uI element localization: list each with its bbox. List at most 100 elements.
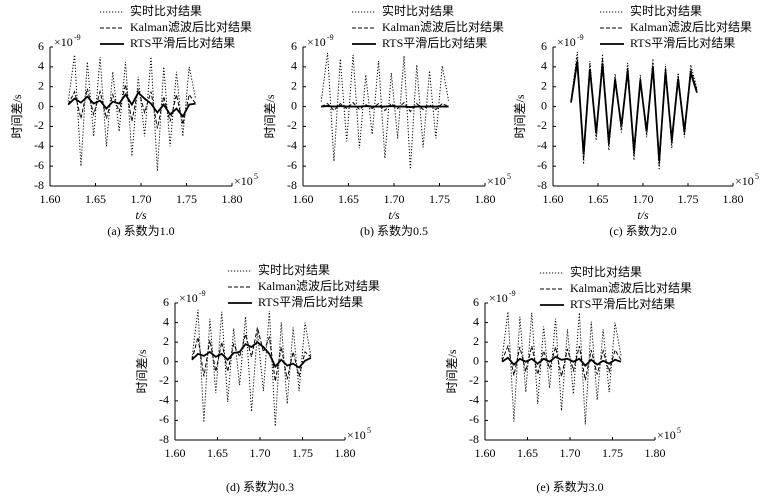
- series-line: [321, 105, 449, 108]
- y-tick-label: -2: [34, 118, 44, 132]
- legend-label: Kalman滤波后比对结果: [570, 281, 692, 295]
- y-tick-label: 0: [541, 98, 547, 112]
- y-tick-label: 2: [473, 334, 479, 348]
- x-tick-label: 1.65: [85, 192, 106, 206]
- y-axis-label: 时间差/s: [135, 349, 149, 393]
- x-tick-label: 1.65: [588, 192, 609, 206]
- x-tick-label: 1.75: [678, 192, 699, 206]
- x-tick-label: 1.75: [429, 192, 450, 206]
- series-line: [570, 61, 698, 162]
- series-line: [67, 84, 197, 129]
- y-tick-label: -4: [34, 138, 44, 152]
- y-tick-label: -8: [537, 178, 547, 192]
- legend-label: RTS平滑后比对结果: [258, 295, 363, 309]
- y-tick-label: -6: [469, 412, 479, 426]
- y-tick-label: -4: [469, 393, 479, 407]
- x-tick-label: 1.70: [633, 192, 654, 206]
- legend-label: RTS平滑后比对结果: [630, 36, 735, 50]
- y-multiplier: ×10: [179, 291, 198, 305]
- y-tick-label: -4: [159, 393, 169, 407]
- y-tick-label: -2: [537, 118, 547, 132]
- x-tick-label: 1.75: [176, 192, 197, 206]
- x-axis-label: t/s: [388, 208, 400, 222]
- y-tick-label: -6: [537, 158, 547, 172]
- x-tick-label: 1.70: [131, 192, 152, 206]
- y-tick-label: -2: [287, 118, 297, 132]
- y-tick-label: -8: [159, 432, 169, 446]
- caption: (d) 系数为0.3: [226, 479, 294, 494]
- series-line: [191, 327, 312, 382]
- caption: (b) 系数为0.5: [360, 223, 428, 238]
- y-tick-label: 6: [163, 295, 169, 309]
- y-tick-label: 4: [291, 59, 297, 73]
- caption: (e) 系数为3.0: [536, 479, 603, 494]
- y-tick-label: 4: [38, 59, 44, 73]
- x-power: 5: [254, 172, 258, 181]
- y-tick-label: 0: [38, 98, 44, 112]
- x-tick-label: 1.70: [250, 446, 271, 460]
- y-tick-label: 0: [163, 353, 169, 367]
- x-tick-label: 1.60: [543, 192, 564, 206]
- x-multiplier: ×10: [347, 428, 366, 442]
- y-power: -9: [577, 33, 584, 42]
- y-tick-label: 4: [163, 314, 169, 328]
- legend-label: Kalman滤波后比对结果: [630, 20, 752, 34]
- y-tick-label: -8: [469, 432, 479, 446]
- y-tick-label: 4: [473, 314, 479, 328]
- legend-label: RTS平滑后比对结果: [382, 36, 487, 50]
- y-tick-label: -8: [287, 178, 297, 192]
- y-tick-label: -4: [537, 138, 547, 152]
- x-power: 5: [755, 172, 759, 181]
- y-tick-label: 4: [541, 59, 547, 73]
- x-axis-label: t/s: [135, 208, 147, 222]
- x-tick-label: 1.60: [40, 192, 61, 206]
- y-tick-label: 6: [541, 39, 547, 53]
- series-line: [67, 91, 196, 119]
- series-line: [191, 309, 312, 427]
- y-tick-label: -8: [34, 178, 44, 192]
- caption: (a) 系数为1.0: [107, 223, 174, 238]
- y-axis-label: 时间差/s: [263, 94, 277, 138]
- x-tick-label: 1.75: [292, 446, 313, 460]
- legend-label: Kalman滤波后比对结果: [258, 279, 380, 293]
- x-multiplier: ×10: [735, 174, 754, 188]
- y-multiplier: ×10: [489, 291, 508, 305]
- x-axis-label: t/s: [637, 208, 649, 222]
- y-tick-label: 6: [291, 39, 297, 53]
- x-power: 5: [677, 426, 681, 435]
- y-multiplier: ×10: [307, 35, 326, 49]
- legend-label: 实时比对结果: [382, 3, 454, 18]
- x-tick-label: 1.65: [338, 192, 359, 206]
- y-tick-label: -6: [287, 158, 297, 172]
- x-power: 5: [507, 172, 511, 181]
- y-power: -9: [327, 33, 334, 42]
- x-tick-label: 1.80: [335, 446, 356, 460]
- y-axis-label: 时间差/s: [513, 94, 527, 138]
- legend-label: Kalman滤波后比对结果: [130, 20, 252, 34]
- legend-label: RTS平滑后比对结果: [130, 36, 235, 50]
- y-tick-label: 2: [541, 78, 547, 92]
- caption: (c) 系数为2.0: [609, 223, 676, 238]
- y-power: -9: [509, 289, 516, 298]
- legend-label: RTS平滑后比对结果: [570, 297, 675, 311]
- x-tick-label: 1.75: [602, 446, 623, 460]
- x-tick-label: 1.65: [207, 446, 228, 460]
- x-tick-label: 1.70: [384, 192, 405, 206]
- x-tick-label: 1.60: [165, 446, 186, 460]
- legend-label: 实时比对结果: [630, 3, 702, 18]
- y-tick-label: -4: [287, 138, 297, 152]
- series-line: [320, 52, 450, 170]
- series-line: [501, 344, 622, 381]
- x-tick-label: 1.80: [723, 192, 744, 206]
- y-power: -9: [199, 289, 206, 298]
- series-line: [501, 355, 622, 367]
- y-tick-label: 0: [291, 98, 297, 112]
- legend-label: 实时比对结果: [570, 264, 642, 279]
- y-tick-label: -6: [159, 412, 169, 426]
- y-power: -9: [74, 33, 81, 42]
- series-line: [501, 311, 622, 425]
- y-tick-label: -2: [469, 373, 479, 387]
- y-multiplier: ×10: [54, 35, 73, 49]
- y-tick-label: -2: [159, 373, 169, 387]
